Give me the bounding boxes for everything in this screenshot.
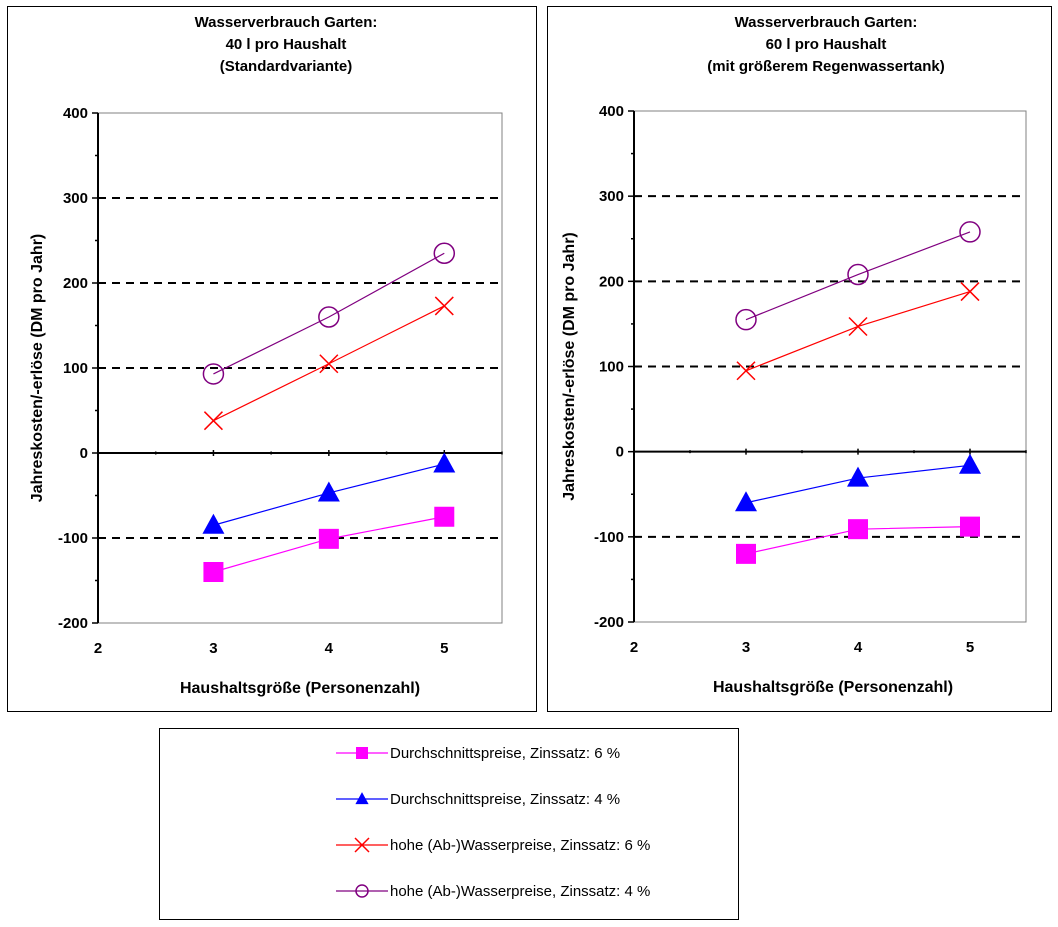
y-axis-label: Jahreskosten/-erlöse (DM pro Jahr)	[561, 232, 578, 501]
legend-label: hohe (Ab-)Wasserpreise, Zinssatz: 4 %	[390, 883, 650, 900]
x-tick-label: 2	[630, 639, 638, 656]
data-point	[319, 354, 339, 374]
y-tick-label: 100	[599, 359, 624, 376]
x-tick-label: 4	[325, 640, 334, 657]
data-point	[959, 221, 981, 243]
data-point	[959, 453, 981, 474]
y-tick-label: 200	[599, 273, 624, 290]
series-3	[202, 242, 456, 385]
y-tick-label: 400	[63, 105, 88, 122]
chart-left-svg: Wasserverbrauch Garten: 40 l pro Haushalt…	[29, 14, 503, 697]
legend-marker	[355, 884, 369, 898]
x-axis-label: Haushaltsgröße (Personenzahl)	[180, 680, 420, 697]
x-tick-label: 3	[209, 640, 217, 657]
chart-panel-right: Wasserverbrauch Garten: 60 l pro Haushalt…	[547, 6, 1052, 712]
series-0	[736, 516, 980, 564]
series-1	[202, 452, 456, 534]
y-tick-label: -100	[58, 530, 88, 547]
legend-label: Durchschnittspreise, Zinssatz: 4 %	[390, 791, 620, 808]
x-tick-label: 4	[854, 639, 863, 656]
series-3	[735, 221, 981, 331]
x-axis-label: Haushaltsgröße (Personenzahl)	[713, 679, 953, 696]
chart-title-line-2: (mit größerem Regenwassertank)	[707, 58, 945, 75]
data-point	[202, 363, 225, 385]
data-point	[434, 296, 454, 316]
legend-marker	[355, 792, 369, 805]
data-point	[847, 466, 869, 487]
data-point	[433, 452, 456, 473]
series-0	[203, 506, 455, 582]
legend-item-3: hohe (Ab-)Wasserpreise, Zinssatz: 4 %	[336, 883, 650, 900]
y-tick-label: 200	[63, 275, 88, 292]
series-1	[735, 453, 981, 512]
series-2	[203, 296, 454, 431]
data-point	[848, 316, 868, 337]
y-tick-label: 0	[80, 445, 88, 462]
series-line	[745, 231, 971, 321]
chart-right-svg: Wasserverbrauch Garten: 60 l pro Haushalt…	[561, 14, 1027, 696]
y-tick-label: -100	[594, 529, 624, 546]
chart-title-line-1: 60 l pro Haushalt	[766, 36, 887, 53]
data-point	[203, 562, 224, 582]
data-point	[736, 543, 756, 564]
y-tick-label: 100	[63, 360, 88, 377]
y-tick-label: 300	[599, 188, 624, 205]
legend-item-2: hohe (Ab-)Wasserpreise, Zinssatz: 6 %	[336, 837, 650, 854]
data-point	[434, 506, 455, 527]
legend-marker	[356, 747, 368, 759]
data-point	[202, 513, 225, 534]
data-point	[736, 361, 756, 381]
y-tick-label: 0	[616, 444, 624, 461]
data-point	[203, 411, 223, 431]
data-point	[317, 481, 340, 502]
data-point	[735, 308, 757, 331]
series-2	[736, 282, 980, 381]
series-line	[213, 252, 445, 375]
x-tick-label: 5	[966, 639, 974, 656]
data-point	[960, 282, 980, 302]
data-point	[847, 263, 869, 286]
legend-label: hohe (Ab-)Wasserpreise, Zinssatz: 6 %	[390, 837, 650, 854]
data-point	[318, 306, 340, 328]
y-axis-label: Jahreskosten/-erlöse (DM pro Jahr)	[29, 234, 46, 503]
chart-title-line-0: Wasserverbrauch Garten:	[735, 14, 918, 31]
y-tick-label: 400	[599, 103, 624, 120]
x-tick-label: 2	[94, 640, 102, 657]
data-point	[318, 528, 339, 549]
chart-title-line-0: Wasserverbrauch Garten:	[195, 14, 378, 31]
y-tick-label: 300	[63, 190, 88, 207]
chart-title-line-1: 40 l pro Haushalt	[226, 36, 347, 53]
legend: Durchschnittspreise, Zinssatz: 6 % Durchs…	[159, 728, 739, 920]
data-point	[848, 519, 868, 540]
legend-item-0: Durchschnittspreise, Zinssatz: 6 %	[336, 745, 620, 762]
chart-panel-left: Wasserverbrauch Garten: 40 l pro Haushalt…	[7, 6, 537, 712]
series-line	[745, 290, 971, 372]
y-tick-label: -200	[594, 614, 624, 631]
legend-svg: Durchschnittspreise, Zinssatz: 6 % Durchs…	[336, 745, 650, 900]
data-point	[433, 242, 456, 264]
y-tick-label: -200	[58, 615, 88, 632]
data-point	[960, 516, 980, 537]
legend-label: Durchschnittspreise, Zinssatz: 6 %	[390, 745, 620, 762]
x-tick-label: 5	[440, 640, 448, 657]
legend-item-1: Durchschnittspreise, Zinssatz: 4 %	[336, 791, 620, 808]
chart-title-line-2: (Standardvariante)	[220, 58, 353, 75]
x-tick-label: 3	[742, 639, 750, 656]
data-point	[735, 491, 757, 512]
legend-marker	[354, 837, 370, 853]
